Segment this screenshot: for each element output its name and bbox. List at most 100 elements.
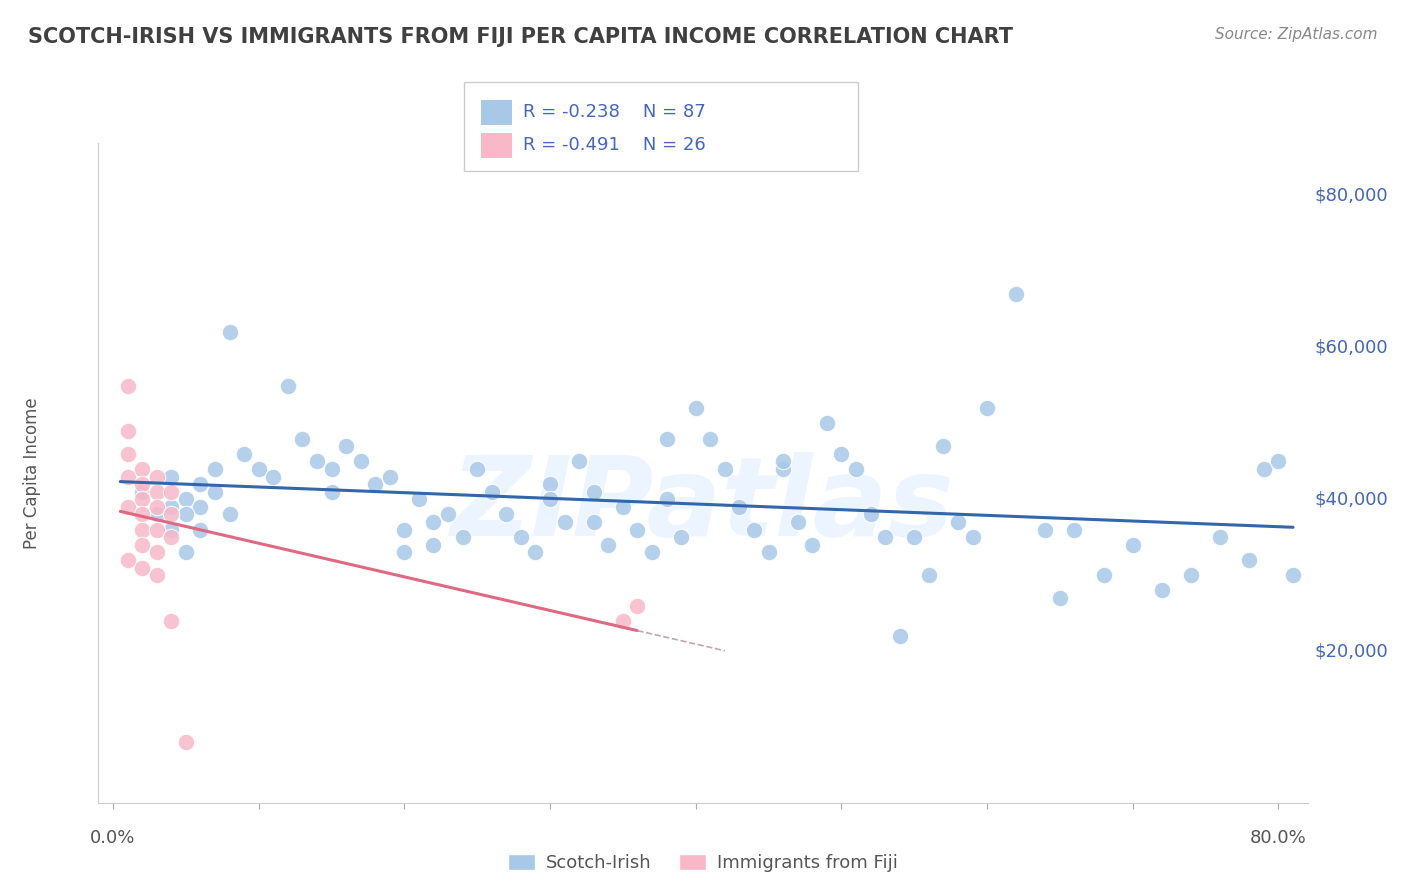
Point — [1033, 523, 1056, 537]
Point — [758, 545, 780, 559]
Point — [830, 447, 852, 461]
Point — [160, 508, 183, 522]
Point — [117, 378, 139, 392]
Point — [1209, 530, 1232, 544]
Point — [350, 454, 373, 468]
Point — [394, 545, 416, 559]
Point — [1253, 462, 1275, 476]
Point — [131, 477, 153, 491]
Point — [321, 462, 343, 476]
Point — [918, 568, 941, 582]
Legend: Scotch-Irish, Immigrants from Fiji: Scotch-Irish, Immigrants from Fiji — [501, 847, 905, 880]
Point — [145, 568, 167, 582]
Point — [962, 530, 984, 544]
Point — [291, 432, 314, 446]
Point — [190, 477, 212, 491]
Point — [815, 417, 838, 431]
Point — [174, 508, 197, 522]
Point — [554, 515, 576, 529]
Point — [685, 401, 707, 416]
Point — [305, 454, 328, 468]
Text: $60,000: $60,000 — [1315, 339, 1388, 357]
Point — [174, 545, 197, 559]
Point — [612, 500, 634, 514]
Point — [1267, 454, 1289, 468]
Point — [772, 454, 794, 468]
Point — [1063, 523, 1085, 537]
Point — [145, 508, 167, 522]
Point — [598, 538, 620, 552]
Point — [669, 530, 692, 544]
Text: 0.0%: 0.0% — [90, 830, 135, 847]
Text: Per Capita Income: Per Capita Income — [22, 397, 41, 549]
Point — [422, 538, 444, 552]
Point — [772, 462, 794, 476]
Point — [160, 530, 183, 544]
Point — [946, 515, 969, 529]
Point — [612, 614, 634, 628]
Point — [262, 469, 284, 483]
Point — [1239, 553, 1261, 567]
Point — [437, 508, 460, 522]
Point — [626, 523, 648, 537]
Point — [451, 530, 474, 544]
Point — [408, 492, 430, 507]
Point — [160, 523, 183, 537]
Point — [131, 484, 153, 499]
Point — [174, 492, 197, 507]
Point — [160, 614, 183, 628]
Point — [422, 515, 444, 529]
Point — [1150, 583, 1173, 598]
Point — [131, 508, 153, 522]
Text: $80,000: $80,000 — [1315, 186, 1388, 205]
Point — [903, 530, 925, 544]
Point — [728, 500, 751, 514]
Point — [131, 560, 153, 574]
Text: $40,000: $40,000 — [1315, 491, 1388, 508]
Point — [655, 492, 678, 507]
Point — [465, 462, 488, 476]
Point — [117, 469, 139, 483]
Point — [174, 735, 197, 749]
Point — [117, 500, 139, 514]
Point — [145, 500, 167, 514]
Point — [524, 545, 547, 559]
Point — [742, 523, 765, 537]
Point — [1180, 568, 1202, 582]
Point — [1049, 591, 1071, 605]
Point — [568, 454, 591, 468]
Point — [160, 500, 183, 514]
Point — [1092, 568, 1115, 582]
Point — [218, 508, 240, 522]
Point — [145, 469, 167, 483]
Point — [495, 508, 517, 522]
Point — [582, 484, 605, 499]
Point — [131, 523, 153, 537]
Point — [509, 530, 531, 544]
Point — [378, 469, 401, 483]
Point — [641, 545, 664, 559]
Text: R = -0.238    N = 87: R = -0.238 N = 87 — [523, 103, 706, 121]
Point — [1282, 568, 1305, 582]
Point — [845, 462, 868, 476]
Point — [233, 447, 256, 461]
Point — [481, 484, 503, 499]
Point — [190, 500, 212, 514]
Point — [160, 484, 183, 499]
Text: 80.0%: 80.0% — [1250, 830, 1306, 847]
Point — [117, 553, 139, 567]
Point — [626, 599, 648, 613]
Point — [655, 432, 678, 446]
Point — [875, 530, 897, 544]
Point — [859, 508, 882, 522]
Point — [786, 515, 808, 529]
Point — [714, 462, 737, 476]
Text: Source: ZipAtlas.com: Source: ZipAtlas.com — [1215, 27, 1378, 42]
Point — [204, 484, 226, 499]
Point — [582, 515, 605, 529]
Point — [364, 477, 387, 491]
Point — [801, 538, 824, 552]
Point — [394, 523, 416, 537]
Point — [889, 629, 911, 643]
Point — [699, 432, 721, 446]
